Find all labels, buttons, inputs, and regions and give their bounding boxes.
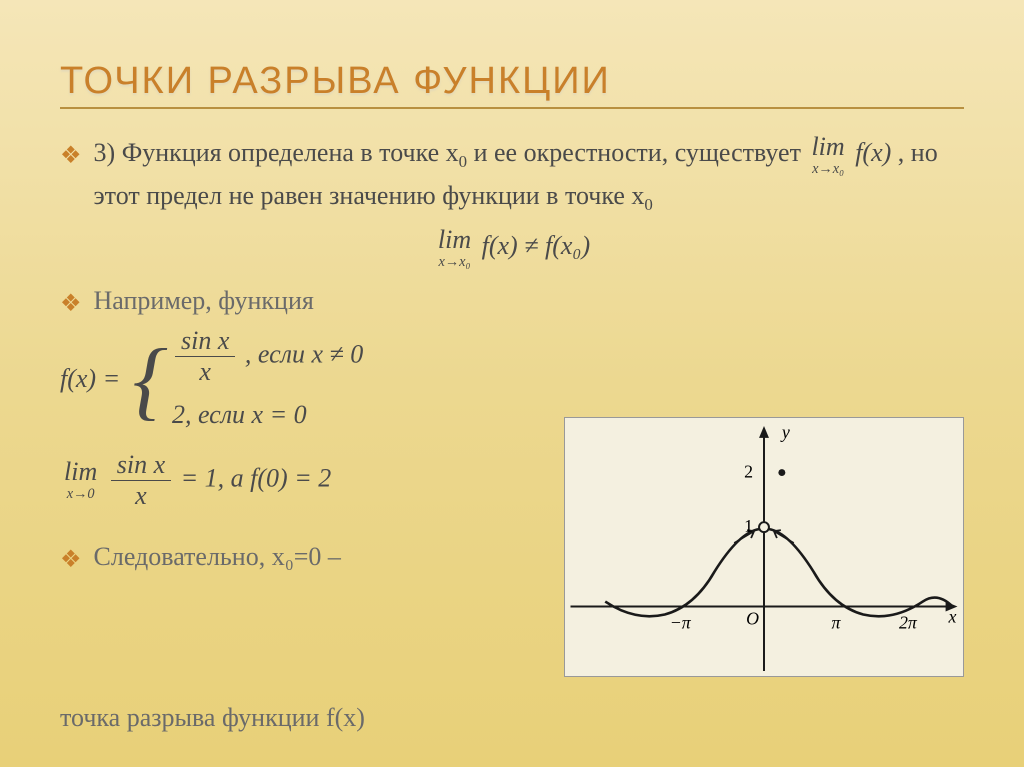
- lim-sub-2: x→x₀: [439, 255, 471, 269]
- piecewise-def: f(x) = { sin x x , если x ≠ 0 2, е: [60, 328, 363, 434]
- bullet-icon-3: ❖: [60, 542, 82, 578]
- frac-num-2: sin x: [111, 452, 171, 481]
- lim-label-1: lim: [811, 134, 844, 160]
- bullet-definition: ❖ 3) Функция определена в точке х0 и ее …: [60, 133, 964, 218]
- label-O: O: [746, 608, 759, 628]
- lim-sub-1: x→x₀: [812, 162, 844, 176]
- case-1: sin x x , если x ≠ 0: [172, 328, 363, 385]
- lim-label-2: lim: [438, 227, 471, 253]
- bullet-icon: ❖: [60, 138, 82, 174]
- sinc-curve: [605, 529, 952, 616]
- bullet-conclusion: ❖ Следовательно, х₀=0 –: [60, 537, 363, 578]
- fx-2: f(x): [482, 231, 518, 260]
- title-underline: [60, 107, 964, 109]
- piecewise-cases: { sin x x , если x ≠ 0 2, если x = 0: [133, 328, 364, 434]
- value-point: [778, 469, 785, 476]
- bullet-text-3: Следовательно, х₀=0 –: [94, 537, 364, 576]
- graph-svg: y x O π −π 2π 1 2: [565, 418, 963, 676]
- cases-list: sin x x , если x ≠ 0 2, если x = 0: [172, 328, 363, 434]
- b1-b: и ее окрестности, существует: [474, 138, 808, 167]
- bullet-example: ❖ Например, функция: [60, 281, 964, 322]
- frac-sinc: sin x x: [175, 328, 235, 385]
- label-negpi: −π: [670, 612, 692, 632]
- b1-a: Функция определена в точке х: [122, 138, 459, 167]
- approach-arrow-right: [774, 530, 794, 543]
- limit-result: lim x→0 sin x x = 1, a f(0) = 2: [60, 452, 363, 509]
- sub-zero-2: 0: [644, 195, 652, 214]
- lim-label-3: lim: [64, 459, 97, 485]
- sub-zero-1: 0: [459, 152, 467, 171]
- fx-1: f(x): [855, 138, 891, 167]
- limit-2: lim x→x₀: [438, 227, 471, 269]
- frac-den-1: x: [199, 357, 211, 385]
- brace: {: [133, 343, 168, 418]
- frac-num-1: sin x: [175, 328, 235, 357]
- frac-sinc-2: sin x x: [111, 452, 171, 509]
- label-pi: π: [831, 612, 841, 632]
- center-inequality: lim x→x₀ f(x) ≠ f(x₀): [60, 226, 964, 269]
- case1-tail: , если x ≠ 0: [245, 339, 363, 368]
- neq-part: ≠ f(x₀): [524, 231, 590, 260]
- slide-container: ТОЧКИ РАЗРЫВА ФУНКЦИИ ❖ 3) Функция опред…: [0, 0, 1024, 767]
- limit-3: lim x→0: [64, 459, 97, 501]
- bullet-icon-2: ❖: [60, 286, 82, 322]
- bottom-conclusion: точка разрыва функции f(x): [60, 703, 365, 733]
- b1-num: 3): [94, 138, 116, 167]
- y-axis-arrow: [759, 426, 769, 438]
- frac-den-2: x: [135, 481, 147, 509]
- bullet-text-2: Например, функция: [94, 281, 964, 320]
- label-x: x: [948, 606, 957, 626]
- limit-1: lim x→x₀: [811, 134, 844, 176]
- slide-title: ТОЧКИ РАЗРЫВА ФУНКЦИИ: [60, 60, 964, 103]
- fx-equals: f(x) =: [60, 364, 120, 393]
- case-2: 2, если x = 0: [172, 395, 363, 434]
- example-formulas: f(x) = { sin x x , если x ≠ 0 2, е: [60, 328, 363, 584]
- label-2: 2: [744, 462, 753, 482]
- label-2pi: 2π: [899, 612, 918, 632]
- sinc-graph: y x O π −π 2π 1 2: [564, 417, 964, 677]
- bullet-text-1: 3) Функция определена в точке х0 и ее ок…: [94, 133, 964, 218]
- hole-point: [759, 522, 769, 532]
- lim-sub-3: x→0: [67, 487, 95, 501]
- label-y: y: [780, 422, 790, 442]
- lim-eq-tail: = 1, a f(0) = 2: [181, 463, 332, 492]
- label-1: 1: [744, 516, 753, 536]
